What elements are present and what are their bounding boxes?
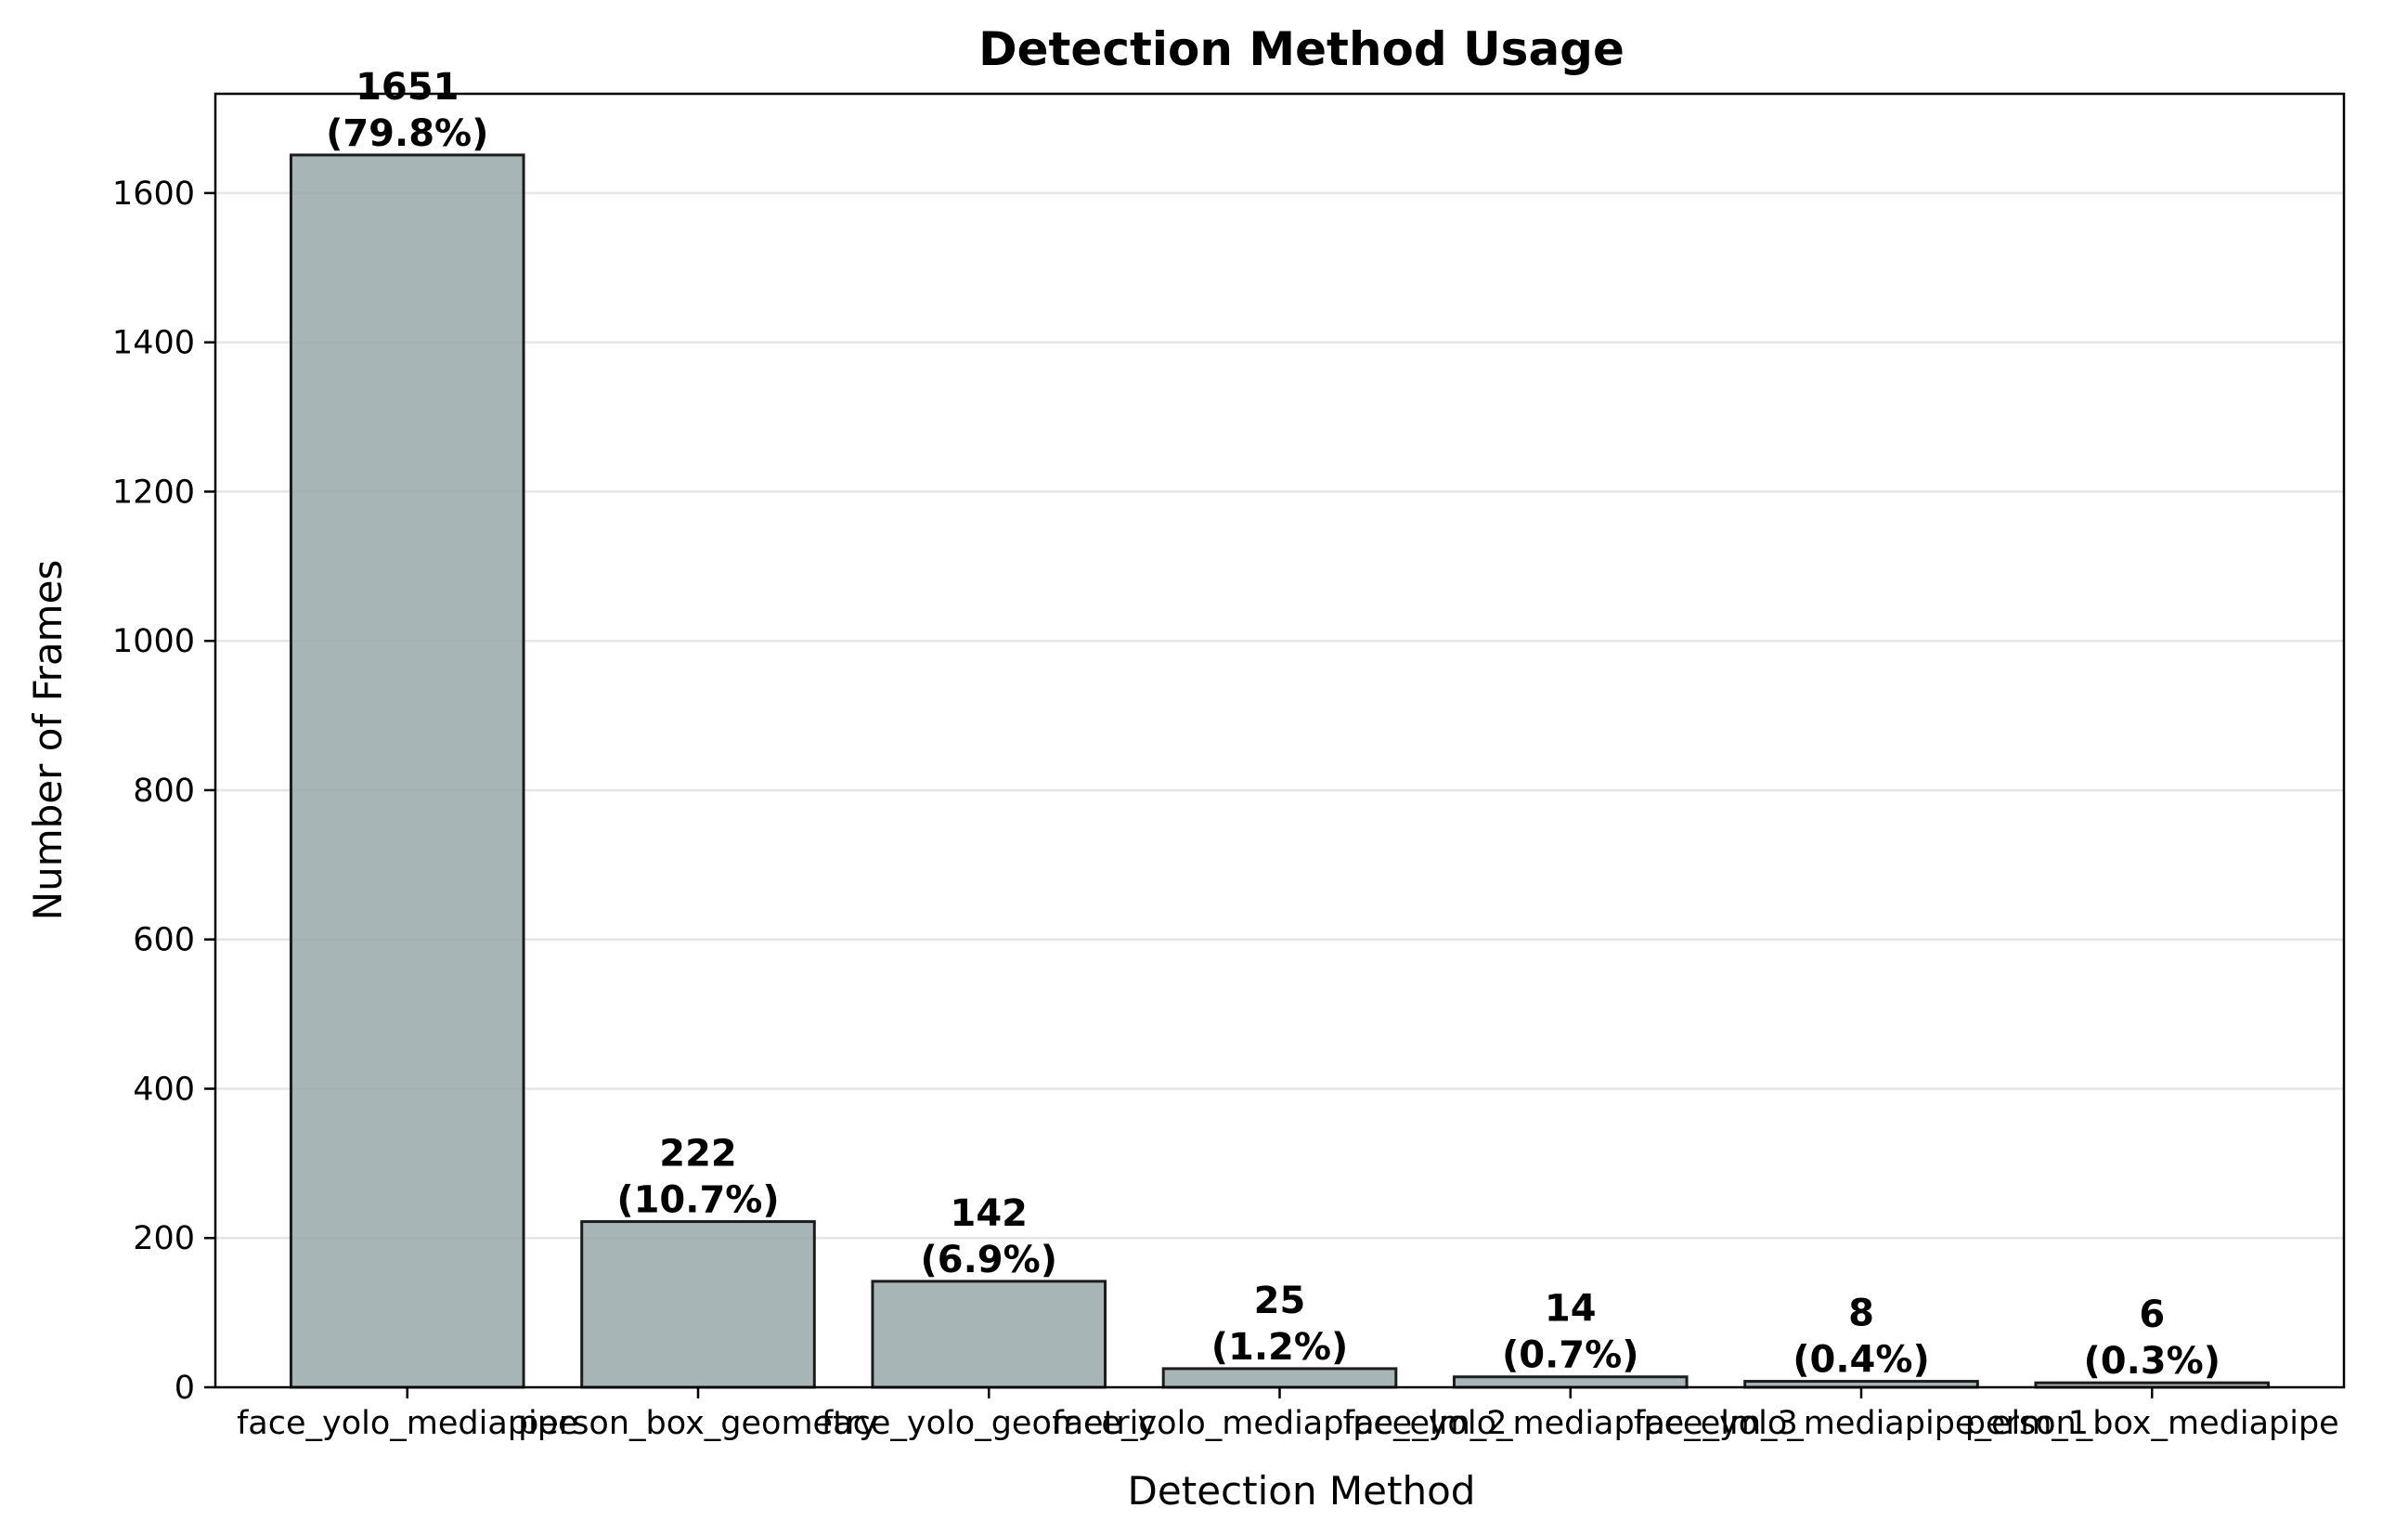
y-tick-label-4: 800 (133, 773, 195, 810)
x-tick-label-0: face_yolo_mediapipe (237, 1405, 578, 1442)
value-label-1: 222 (659, 1133, 737, 1176)
value-label-5: 8 (1848, 1293, 1874, 1335)
y-tick-label-6: 1200 (112, 474, 195, 511)
bar-3 (1161, 1367, 1398, 1389)
value-label-3: 25 (1254, 1280, 1306, 1322)
y-tick-label-8: 1600 (112, 176, 195, 213)
x-tick-label-4: face_yolo_mediapipe_elm_3 (1343, 1405, 1798, 1442)
percent-label-5: (0.4%) (1793, 1339, 1930, 1382)
y-tick-label-1: 200 (133, 1220, 195, 1257)
y-tick-label-2: 400 (133, 1071, 195, 1108)
value-label-0: 1651 (356, 66, 459, 109)
percent-label-6: (0.3%) (2084, 1340, 2221, 1383)
chart-title: Detection Method Usage (978, 22, 1625, 76)
x-tick-label-2: face_yolo_geometric (822, 1405, 1157, 1442)
y-tick-label-5: 1000 (112, 623, 195, 660)
bar-0 (289, 153, 525, 1389)
grid-lines (215, 191, 2344, 1240)
value-label-4: 14 (1545, 1288, 1597, 1331)
percent-label-3: (1.2%) (1211, 1326, 1349, 1369)
y-axis-ticks: 0 200 400 600 800 1000 1200 1400 1600 (112, 176, 215, 1407)
x-tick-label-3: face_yolo_mediapipe_elm_2 (1052, 1405, 1507, 1442)
y-tick-label-7: 1400 (112, 325, 195, 362)
x-tick-label-6: person_box_mediapipe (1965, 1405, 2339, 1442)
bar-2 (871, 1280, 1107, 1389)
y-axis-title: Number of Frames (25, 560, 71, 921)
percent-label-2: (6.9%) (920, 1239, 1057, 1281)
percent-label-1: (10.7%) (616, 1179, 779, 1222)
x-tick-label-1: person_box_geometry (518, 1405, 878, 1442)
y-tick-label-3: 600 (133, 922, 195, 959)
y-tick-label-0: 0 (175, 1370, 195, 1407)
value-label-2: 142 (950, 1192, 1028, 1235)
percent-label-4: (0.7%) (1502, 1334, 1639, 1377)
x-axis-ticks: face_yolo_mediapipeperson_box_geometryfa… (237, 1387, 2339, 1442)
x-axis-title: Detection Method (1128, 1468, 1476, 1514)
percent-label-0: (79.8%) (326, 112, 488, 155)
bar-1 (580, 1220, 816, 1389)
bars (289, 153, 2271, 1389)
bar-4 (1452, 1375, 1689, 1389)
value-label-6: 6 (2139, 1294, 2165, 1336)
plot-frame (214, 92, 2346, 1389)
x-tick-label-5: face_yolo_mediapipe_elm_1 (1634, 1405, 2089, 1442)
data-labels: 1651(79.8%) 222(10.7%) 142(6.9%) 25(1.2%) 14… (326, 66, 2220, 1383)
